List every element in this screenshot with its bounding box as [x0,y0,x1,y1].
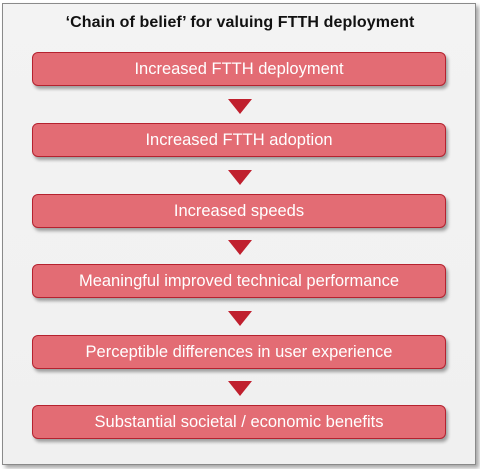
down-arrow-icon [228,240,252,255]
step-box-5: Perceptible differences in user experien… [32,335,446,369]
step-box-1: Increased FTTH deployment [32,52,446,86]
step-box-2: Increased FTTH adoption [32,123,446,157]
down-arrow-icon [228,311,252,326]
down-arrow-icon [228,170,252,185]
step-box-4: Meaningful improved technical performanc… [32,264,446,298]
down-arrow-icon [228,99,252,114]
step-box-6: Substantial societal / economic benefits [32,405,446,439]
diagram-title: ‘Chain of belief’ for valuing FTTH deplo… [65,14,415,31]
step-box-3: Increased speeds [32,194,446,228]
down-arrow-icon [228,381,252,396]
